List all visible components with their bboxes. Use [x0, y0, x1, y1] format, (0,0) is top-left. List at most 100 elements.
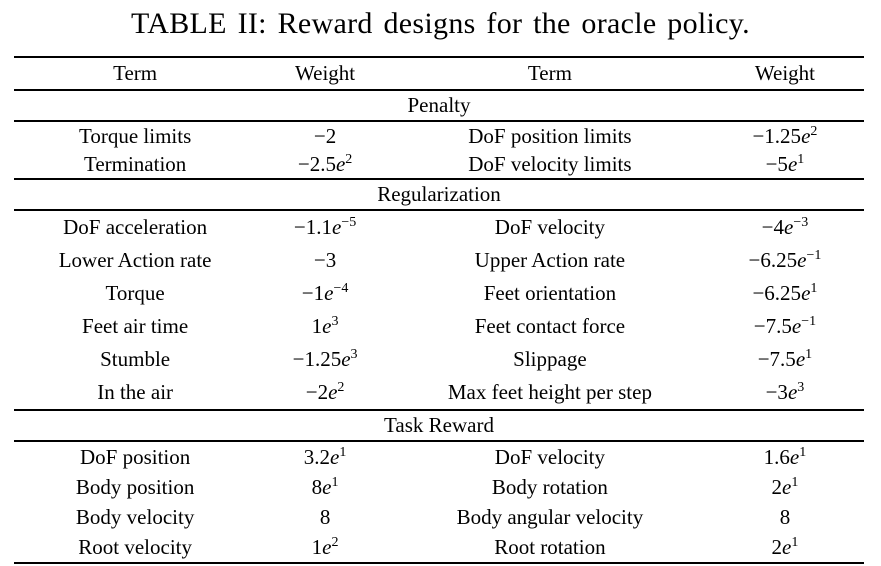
header-row: Term Weight Term Weight — [14, 57, 864, 90]
table-section: Regularization DoF acceleration −1.1e−5 … — [14, 179, 864, 410]
reward-table: Term Weight Term Weight Penalty Torque l… — [14, 56, 864, 564]
weight-cell: 2e1 — [706, 532, 864, 563]
weight-e-notation: e — [801, 123, 811, 148]
weight-e-notation: e — [783, 215, 794, 239]
weight-exponent: 1 — [791, 474, 799, 490]
weight-exponent: 3 — [350, 347, 358, 362]
weight-exponent: 1 — [805, 347, 813, 362]
term-label: DoF position — [79, 444, 191, 469]
term-cell: Feet contact force — [394, 310, 706, 343]
weight-e-notation: e — [328, 380, 338, 404]
weight-cell: −6.25e−1 — [706, 244, 864, 277]
weight-cell: 8e1 — [256, 472, 394, 502]
term-cell: DoF velocity — [394, 210, 706, 244]
weight-e-notation: e — [782, 534, 792, 559]
weight-mantissa: −1.25 — [292, 347, 342, 371]
weight-cell: −2 — [256, 121, 394, 150]
weight-cell: −4e−3 — [706, 210, 864, 244]
term-label: Body velocity — [75, 504, 195, 529]
section-label: Penalty — [407, 93, 471, 117]
table-row: DoF acceleration −1.1e−5 DoF velocity −4… — [14, 210, 864, 244]
weight-e-notation: e — [322, 314, 332, 338]
term-cell: Upper Action rate — [394, 244, 706, 277]
term-label: In the air — [97, 380, 174, 404]
column-header-term-left: Term — [113, 61, 158, 85]
weight-exponent: 2 — [810, 123, 818, 139]
weight-cell: 2e1 — [706, 472, 864, 502]
section-header-row: Regularization — [14, 179, 864, 210]
weight-e-notation: e — [787, 380, 798, 404]
section-header-row: Penalty — [14, 90, 864, 121]
term-cell: Termination — [14, 150, 256, 179]
section-header-row: Task Reward — [14, 410, 864, 441]
term-label: DoF velocity — [494, 215, 606, 239]
weight-exponent: 1 — [331, 474, 339, 490]
term-cell: Stumble — [14, 343, 256, 376]
weight-exponent: 1 — [810, 281, 818, 296]
term-label: DoF velocity limits — [468, 151, 632, 176]
weight-cell: −7.5e1 — [706, 343, 864, 376]
term-cell: Feet orientation — [394, 277, 706, 310]
column-header-weight-left: Weight — [295, 61, 356, 85]
term-cell: DoF velocity limits — [394, 150, 706, 179]
weight-exponent: 2 — [331, 534, 339, 550]
table-row: DoF position 3.2e1 DoF velocity 1.6e1 — [14, 441, 864, 472]
weight-exponent: 2 — [337, 380, 345, 395]
weight-mantissa: 8 — [319, 504, 331, 529]
weight-mantissa: −2 — [313, 123, 337, 148]
term-label: Termination — [83, 151, 187, 176]
term-cell: Lower Action rate — [14, 244, 256, 277]
weight-e-notation: e — [795, 347, 806, 371]
weight-cell: 8 — [256, 502, 394, 532]
term-cell: DoF acceleration — [14, 210, 256, 244]
weight-e-notation: e — [332, 215, 342, 239]
weight-exponent: −1 — [806, 248, 822, 263]
term-cell: In the air — [14, 376, 256, 410]
term-cell: Torque — [14, 277, 256, 310]
weight-exponent: 3 — [797, 380, 805, 395]
weight-e-notation: e — [322, 474, 332, 499]
weight-exponent: 1 — [797, 151, 805, 167]
weight-exponent: 2 — [345, 151, 353, 167]
term-label: Lower Action rate — [58, 248, 212, 272]
term-label: Stumble — [100, 347, 171, 371]
term-cell: Slippage — [394, 343, 706, 376]
weight-mantissa: −1.25 — [752, 123, 802, 148]
table-row: In the air −2e2 Max feet height per step… — [14, 376, 864, 410]
weight-exponent: 1 — [799, 444, 807, 460]
weight-e-notation: e — [322, 534, 332, 559]
table-header: Term Weight Term Weight — [14, 57, 864, 90]
weight-mantissa: −5 — [765, 151, 788, 176]
column-header-weight-right: Weight — [754, 61, 815, 85]
weight-exponent: 1 — [791, 534, 799, 550]
term-label: Body position — [75, 474, 195, 499]
table-row: Lower Action rate −3 Upper Action rate −… — [14, 244, 864, 277]
table-row: Stumble −1.25e3 Slippage −7.5e1 — [14, 343, 864, 376]
weight-mantissa: 3.2 — [303, 444, 331, 469]
weight-e-notation: e — [782, 474, 792, 499]
table-section: Penalty Torque limits −2 DoF position li… — [14, 90, 864, 179]
term-label: Max feet height per step — [447, 380, 652, 404]
term-label: Upper Action rate — [474, 248, 626, 272]
weight-mantissa: 8 — [779, 504, 791, 529]
weight-cell: −5e1 — [706, 150, 864, 179]
weight-cell: 3.2e1 — [256, 441, 394, 472]
term-label: Slippage — [513, 347, 587, 371]
term-label: Feet air time — [82, 314, 189, 338]
term-cell: Max feet height per step — [394, 376, 706, 410]
weight-mantissa: −7.5 — [757, 347, 796, 371]
term-cell: DoF position — [14, 441, 256, 472]
weight-cell: −1.25e2 — [706, 121, 864, 150]
section-label: Regularization — [377, 182, 501, 206]
weight-e-notation: e — [801, 281, 811, 305]
weight-mantissa: −2 — [305, 380, 329, 404]
weight-exponent: 1 — [339, 444, 347, 460]
weight-e-notation: e — [330, 444, 340, 469]
weight-e-notation: e — [341, 347, 351, 371]
weight-exponent: 3 — [331, 314, 339, 329]
weight-mantissa: −2.5 — [297, 151, 336, 176]
column-header-term-right: Term — [527, 61, 572, 85]
weight-cell: 1.6e1 — [706, 441, 864, 472]
weight-mantissa: 2 — [771, 474, 783, 499]
